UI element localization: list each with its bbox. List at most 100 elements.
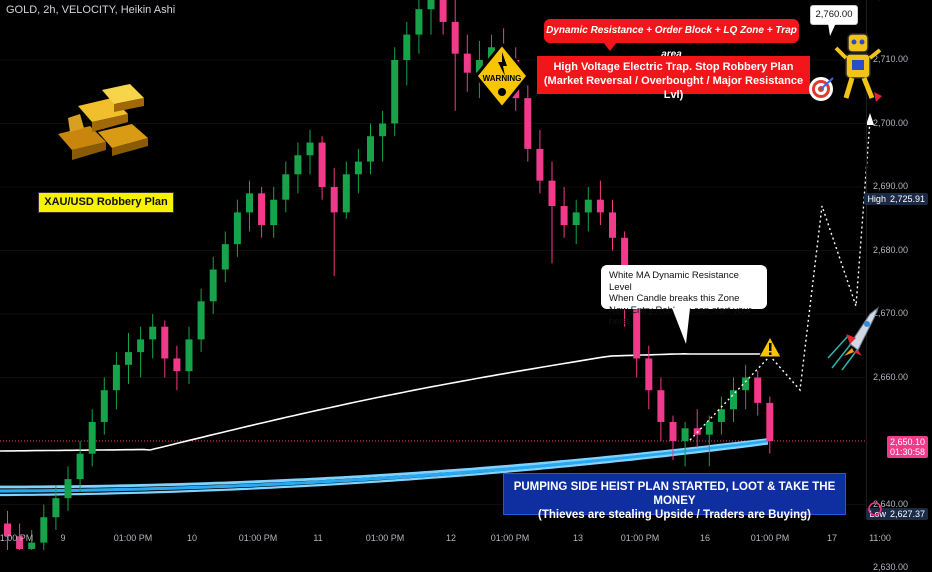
candle-body	[258, 193, 266, 226]
candle-body	[669, 421, 677, 441]
candle-body	[488, 47, 495, 60]
candle-body	[40, 517, 48, 543]
high-label: High	[867, 194, 886, 204]
time-axis[interactable]: 01:00 PM 9 01:00 PM 10 01:00 PM 11 01:00 PM 12 0…	[0, 528, 891, 550]
candle-body	[246, 193, 253, 213]
candle-body	[28, 542, 36, 549]
price-tick-label: 2,720.00	[873, 0, 908, 1]
target-label-pointer	[828, 23, 836, 36]
candle-body	[221, 244, 229, 270]
candle-body	[596, 199, 604, 213]
alert-bell-icon	[868, 502, 882, 516]
candle-body	[282, 174, 290, 200]
target-price-label: 2,760.00	[810, 5, 858, 25]
candle-body	[657, 390, 665, 422]
last-price-tag: 2,650.10 01:30:58	[886, 436, 928, 458]
banner-main-line1: High Voltage Electric Trap. Stop Robbery…	[553, 61, 794, 73]
candle-body	[548, 180, 556, 207]
candle-body	[403, 34, 411, 60]
time-tick-label: 9	[60, 533, 66, 543]
candle-body	[161, 326, 169, 359]
candle-body	[64, 479, 72, 499]
alert-triangle-icon	[758, 336, 782, 358]
callout-pointer	[672, 308, 690, 344]
candle-body	[52, 498, 60, 518]
rocket-icon	[827, 306, 880, 371]
candle-body	[609, 212, 616, 238]
candle-body	[125, 352, 132, 365]
target-icon	[809, 77, 834, 101]
high-value: 2,725.91	[889, 194, 925, 204]
price-tick-label: 2,690.00	[873, 181, 909, 191]
candle-body	[379, 123, 387, 137]
price-tick-label: 2,700.00	[873, 117, 909, 128]
plan-label: XAU/USD Robbery Plan	[38, 192, 174, 213]
grid	[0, 59, 866, 505]
warning-text: WARNING	[483, 74, 522, 83]
candle-body	[294, 155, 302, 175]
candle-body	[88, 421, 96, 454]
time-tick-label: 01:00 PM	[365, 533, 405, 543]
candle-body	[536, 148, 544, 181]
time-tick-label: 01:00 PM	[620, 533, 660, 543]
candle-body	[197, 301, 205, 340]
bottom-banner: PUMPING SIDE HEIST PLAN STARTED, LOOT & …	[503, 473, 846, 521]
price-tick-label: 2,710.00	[873, 54, 909, 64]
chart-canvas[interactable]	[0, 0, 932, 550]
candle-body	[185, 339, 193, 372]
candle-body	[173, 358, 181, 372]
candle-body	[730, 390, 737, 410]
banner-main: High Voltage Electric Trap. Stop Robbery…	[537, 56, 810, 101]
candle-body	[16, 536, 24, 549]
moving-averages	[0, 352, 780, 497]
candle-body	[427, 0, 435, 10]
candle-body	[681, 428, 689, 441]
robot-thief-icon	[834, 33, 882, 102]
bottom-line1: PUMPING SIDE HEIST PLAN STARTED, LOOT & …	[513, 481, 836, 507]
time-tick-label: 01:00 PM	[238, 533, 278, 543]
blue-ma-band	[0, 439, 769, 493]
price-tick-label: 2,660.00	[873, 371, 909, 382]
time-tick-label: 01:00 PM	[750, 533, 790, 543]
candle-body	[318, 142, 326, 187]
price-tick-label: 2,670.00	[873, 308, 909, 318]
time-tick-label: 13	[572, 533, 584, 543]
candle-body	[560, 206, 568, 226]
low-value: 2,627.37	[889, 509, 925, 519]
banner-top-pointer	[603, 42, 617, 51]
candle-body	[209, 269, 217, 302]
gold-bars-icon	[58, 84, 148, 160]
time-tick-label: 10	[186, 533, 198, 543]
candle-body	[4, 523, 11, 537]
candle-body	[149, 326, 157, 340]
candle-body	[306, 142, 314, 156]
blue-ma-band	[0, 438, 769, 489]
candle-body	[342, 174, 350, 213]
candle-body	[705, 421, 713, 435]
countdown-value: 01:30:58	[889, 447, 925, 457]
candle-body	[330, 187, 338, 213]
candle-body	[766, 402, 774, 441]
warning-sign-icon: WARNING	[474, 42, 530, 110]
candle-body	[463, 53, 471, 73]
candle-body	[391, 60, 399, 124]
candle-body	[475, 60, 483, 73]
time-tick-label: 11:00	[869, 533, 891, 543]
time-tick-label: 16	[699, 533, 711, 543]
projection-line	[689, 119, 871, 441]
callout-line2: When Candle breaks this Zone	[609, 293, 740, 304]
candle-body	[742, 377, 750, 391]
price-tick-label: 2,680.00	[873, 244, 909, 255]
candle-body	[451, 21, 459, 54]
candle-body	[633, 301, 641, 359]
candle-body	[76, 453, 84, 480]
candle-body	[112, 364, 120, 391]
projection-arrowhead	[866, 113, 874, 125]
time-tick-label: 17	[826, 533, 838, 543]
high-price-tag: High 2,725.91	[864, 193, 928, 205]
candle-body	[754, 377, 762, 403]
candle-body	[439, 0, 447, 22]
last-price-value: 2,650.10	[889, 437, 925, 447]
candle-body	[717, 409, 725, 422]
symbol-title: GOLD, 2h, VELOCITY, Heikin Ashi	[6, 4, 176, 16]
